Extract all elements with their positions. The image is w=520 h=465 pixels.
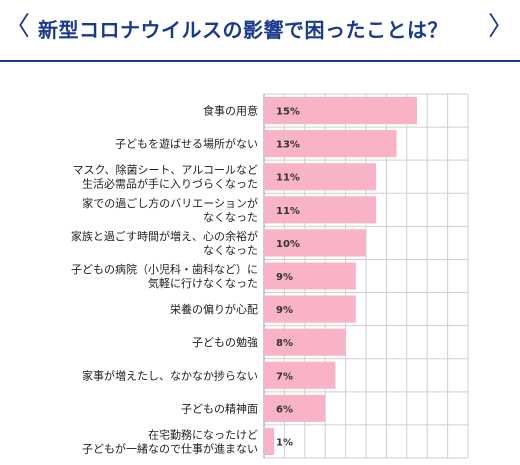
data-label: 1% — [276, 437, 293, 448]
category-label: 食事の用意 — [203, 104, 258, 118]
data-label: 15% — [276, 107, 300, 118]
data-label: 9% — [276, 272, 293, 283]
category-label: 家での過ごし方のバリエーションが — [82, 196, 258, 210]
bar — [264, 427, 275, 456]
chart-title: 新型コロナウイルスの影響で困ったことは？ — [38, 18, 448, 42]
data-label: 8% — [276, 338, 293, 349]
category-label: 気軽に行けなくなった — [148, 276, 258, 290]
data-label: 10% — [276, 239, 300, 250]
bar — [264, 262, 356, 290]
category-label: マスク、除菌シート、アルコールなど — [73, 163, 258, 177]
category-label: 生活必需品が手に入りづらくなった — [82, 177, 258, 191]
bar — [264, 361, 336, 389]
category-label: 子どもを遊ばせる場所がない — [115, 137, 258, 151]
header: 〈 新型コロナウイルスの影響で困ったことは？ 〉 — [0, 0, 520, 58]
bar — [264, 295, 356, 323]
category-label: なくなった — [203, 244, 258, 257]
category-label: 子どもが一緒なので仕事が進まない — [82, 441, 258, 455]
bar — [264, 196, 377, 224]
bar — [264, 394, 326, 422]
category-label: 家族と過ごす時間が増え、心の余裕が — [71, 229, 258, 243]
data-label: 11% — [276, 206, 300, 217]
bar — [264, 96, 417, 125]
category-label: 家事が増えたし、なかなか捗らない — [82, 368, 258, 382]
previous-arrow-icon[interactable]: 〈 — [4, 12, 31, 42]
bar — [264, 229, 366, 257]
header-divider — [0, 60, 520, 62]
category-label: 栄養の偏りが心配 — [170, 302, 258, 316]
data-label: 13% — [276, 140, 300, 151]
category-label: 子どもの病院（小児科・歯科など）に — [71, 262, 258, 276]
bar — [264, 163, 377, 191]
category-label: 子どもの精神面 — [181, 401, 258, 415]
bar — [264, 328, 346, 356]
data-label: 7% — [276, 371, 293, 382]
next-arrow-icon[interactable]: 〉 — [487, 12, 514, 42]
category-label: 在宅勤務になったけど — [148, 427, 258, 441]
bar — [264, 130, 397, 158]
data-label: 6% — [276, 404, 293, 415]
category-label: なくなった — [203, 211, 258, 224]
data-label: 9% — [276, 305, 293, 316]
data-label: 11% — [276, 173, 300, 184]
category-label: 子どもの勉強 — [192, 335, 258, 349]
